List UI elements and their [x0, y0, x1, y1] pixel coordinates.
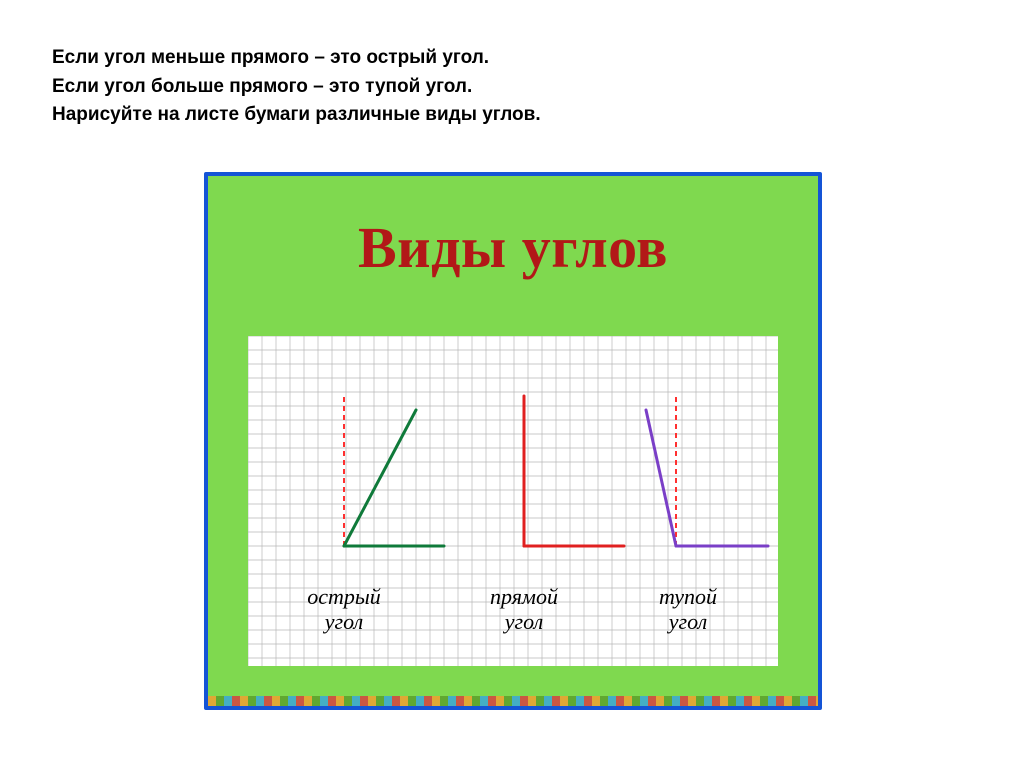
decorative-footer	[208, 696, 818, 706]
intro-line-1: Если угол меньше прямого – это острый уг…	[52, 45, 952, 71]
label-right-l1: прямой	[490, 584, 558, 609]
label-acute: острый угол	[274, 584, 414, 635]
intro-line-2: Если угол больше прямого – это тупой уго…	[52, 74, 952, 100]
label-obtuse: тупой угол	[618, 584, 758, 635]
card-title: Виды углов	[208, 214, 818, 281]
label-right-l2: угол	[505, 609, 543, 634]
label-acute-l1: острый	[307, 584, 381, 609]
angles-card: Виды углов острый угол прямой угол тупой…	[204, 172, 822, 710]
label-obtuse-l1: тупой	[659, 584, 717, 609]
page: Если угол меньше прямого – это острый уг…	[0, 0, 1024, 767]
label-acute-l2: угол	[325, 609, 363, 634]
label-obtuse-l2: угол	[669, 609, 707, 634]
intro-text: Если угол меньше прямого – это острый уг…	[52, 45, 952, 131]
label-right: прямой угол	[454, 584, 594, 635]
intro-line-3: Нарисуйте на листе бумаги различные виды…	[52, 102, 952, 128]
grid-area: острый угол прямой угол тупой угол	[248, 336, 778, 666]
